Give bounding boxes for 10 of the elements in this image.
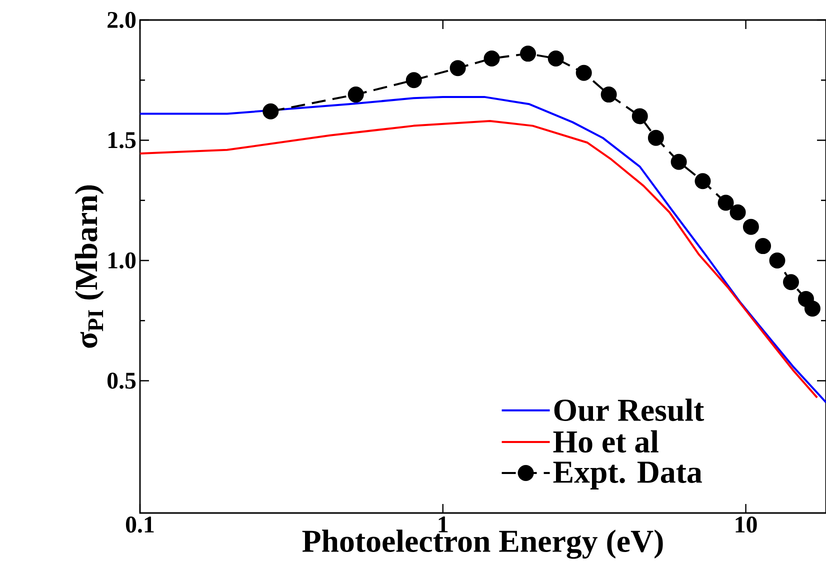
y-tick-label: 0.5 — [107, 372, 136, 389]
legend-label: Ho et al — [553, 430, 658, 453]
y-tick-label: 1.0 — [108, 252, 136, 269]
y-tick-label: 1.5 — [108, 132, 136, 148]
y-tick-label: 2.0 — [108, 12, 136, 28]
x-tick-label: 10 — [736, 516, 757, 533]
x-tick-label: 0.1 — [126, 516, 154, 533]
legend-label: Expt. Data — [553, 462, 702, 490]
legend-label: Our Result — [554, 398, 704, 422]
y-axis-title: σ$_{PI}$ (Mbarn) — [74, 185, 104, 348]
